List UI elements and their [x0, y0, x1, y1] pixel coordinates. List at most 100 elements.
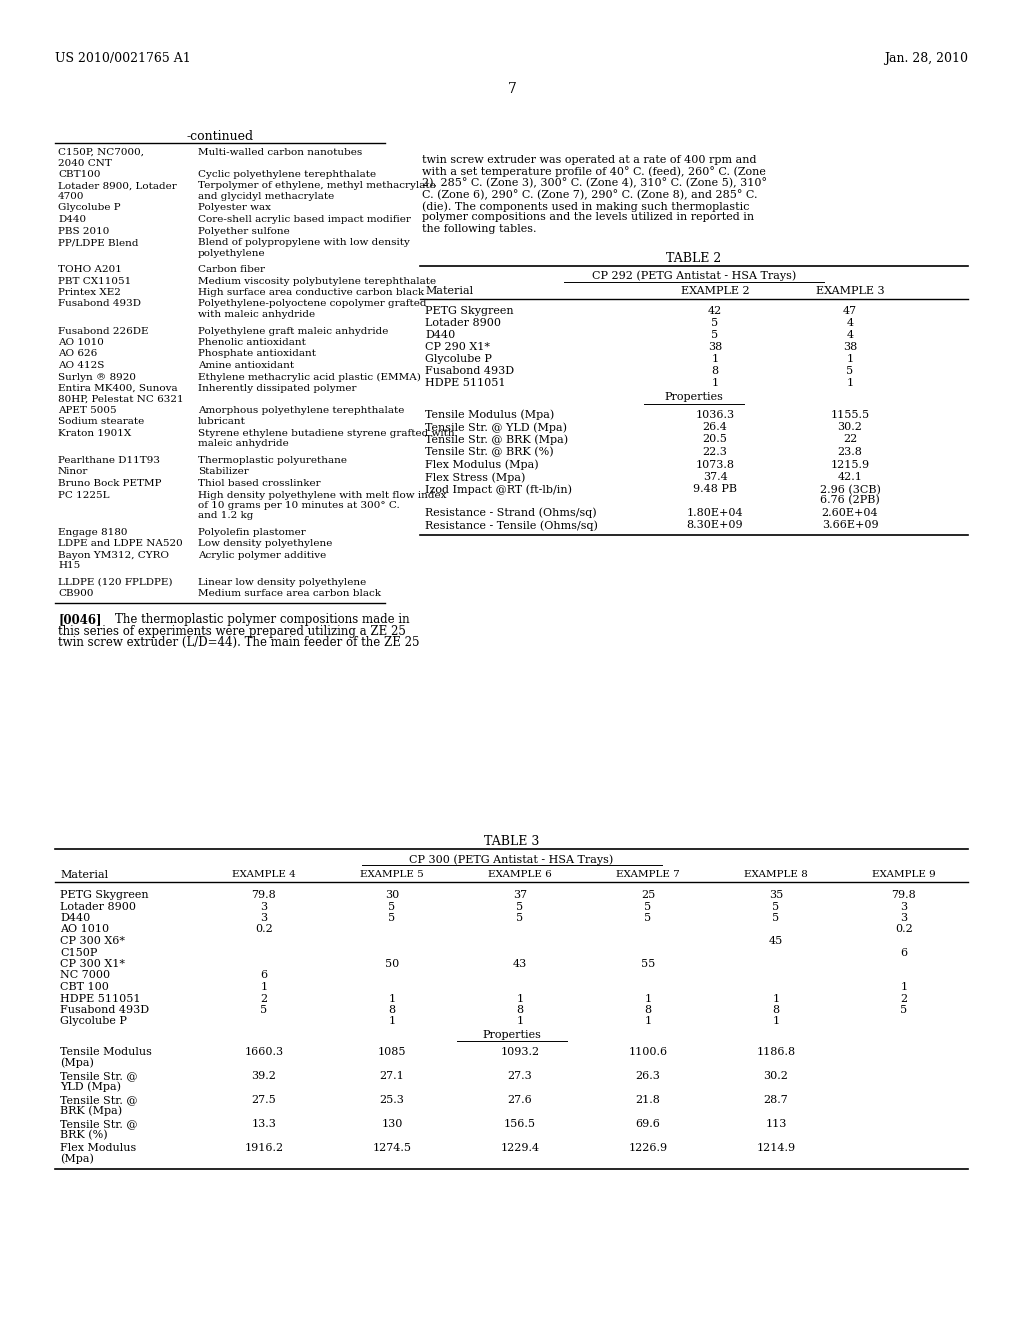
Text: Lotader 8900: Lotader 8900 [60, 902, 136, 912]
Text: 45: 45 [769, 936, 783, 946]
Text: PBS 2010: PBS 2010 [58, 227, 110, 235]
Text: Carbon fiber: Carbon fiber [198, 265, 265, 275]
Text: 1: 1 [712, 355, 719, 364]
Text: Thermoplastic polyurethane: Thermoplastic polyurethane [198, 455, 347, 465]
Text: Medium surface area carbon black: Medium surface area carbon black [198, 590, 381, 598]
Text: Tensile Modulus (Mpa): Tensile Modulus (Mpa) [425, 409, 554, 420]
Text: CP 300 (PETG Antistat - HSA Trays): CP 300 (PETG Antistat - HSA Trays) [410, 854, 613, 865]
Text: EXAMPLE 2: EXAMPLE 2 [681, 286, 750, 297]
Text: PP/LDPE Blend: PP/LDPE Blend [58, 238, 138, 247]
Text: 5: 5 [388, 913, 395, 923]
Text: Lotader 8900, Lotader: Lotader 8900, Lotader [58, 181, 177, 190]
Text: Resistance - Strand (Ohms/sq): Resistance - Strand (Ohms/sq) [425, 507, 597, 517]
Text: Blend of polypropylene with low density: Blend of polypropylene with low density [198, 238, 410, 247]
Text: Linear low density polyethylene: Linear low density polyethylene [198, 578, 367, 587]
Text: D440: D440 [425, 330, 456, 341]
Text: 2), 285° C. (Zone 3), 300° C. (Zone 4), 310° C. (Zone 5), 310°: 2), 285° C. (Zone 3), 300° C. (Zone 4), … [422, 178, 767, 189]
Text: PC 1225L: PC 1225L [58, 491, 110, 499]
Text: Kraton 1901X: Kraton 1901X [58, 429, 131, 438]
Text: this series of experiments were prepared utilizing a ZE 25: this series of experiments were prepared… [58, 624, 406, 638]
Text: Flex Modulus (Mpa): Flex Modulus (Mpa) [425, 459, 539, 470]
Text: D440: D440 [60, 913, 90, 923]
Text: 69.6: 69.6 [636, 1119, 660, 1129]
Text: NC 7000: NC 7000 [60, 970, 111, 981]
Text: 6: 6 [900, 948, 907, 957]
Text: 30: 30 [385, 890, 399, 900]
Text: Thiol based crosslinker: Thiol based crosslinker [198, 479, 321, 488]
Text: 4: 4 [847, 318, 854, 329]
Text: 2: 2 [260, 994, 267, 1003]
Text: 5: 5 [772, 913, 779, 923]
Text: (Mpa): (Mpa) [60, 1057, 94, 1068]
Text: TABLE 3: TABLE 3 [483, 836, 540, 847]
Text: 9.48 PB: 9.48 PB [693, 484, 737, 495]
Text: Pearlthane D11T93: Pearlthane D11T93 [58, 455, 160, 465]
Text: 1: 1 [847, 355, 854, 364]
Text: 8: 8 [772, 1005, 779, 1015]
Text: PBT CX11051: PBT CX11051 [58, 276, 131, 285]
Text: AO 412S: AO 412S [58, 360, 104, 370]
Text: Low density polyethylene: Low density polyethylene [198, 540, 333, 549]
Text: EXAMPLE 4: EXAMPLE 4 [232, 870, 296, 879]
Text: Sodium stearate: Sodium stearate [58, 417, 144, 426]
Text: Ethylene methacrylic acid plastic (EMMA): Ethylene methacrylic acid plastic (EMMA) [198, 372, 421, 381]
Text: 1: 1 [772, 1016, 779, 1027]
Text: APET 5005: APET 5005 [58, 407, 117, 414]
Text: twin screw extruder (L/D=44). The main feeder of the ZE 25: twin screw extruder (L/D=44). The main f… [58, 636, 420, 649]
Text: 130: 130 [381, 1119, 402, 1129]
Text: 1: 1 [772, 994, 779, 1003]
Text: 4700: 4700 [58, 191, 85, 201]
Text: 22: 22 [843, 434, 857, 445]
Text: Tensile Str. @: Tensile Str. @ [60, 1071, 137, 1081]
Text: 38: 38 [843, 342, 857, 352]
Text: Cyclic polyethylene terephthalate: Cyclic polyethylene terephthalate [198, 170, 376, 180]
Text: 37.4: 37.4 [702, 473, 727, 482]
Text: C. (Zone 6), 290° C. (Zone 7), 290° C. (Zone 8), and 285° C.: C. (Zone 6), 290° C. (Zone 7), 290° C. (… [422, 190, 758, 201]
Text: 2040 CNT: 2040 CNT [58, 158, 112, 168]
Text: AO 626: AO 626 [58, 350, 97, 359]
Text: of 10 grams per 10 minutes at 300° C.: of 10 grams per 10 minutes at 300° C. [198, 502, 399, 510]
Text: HDPE 511051: HDPE 511051 [425, 379, 506, 388]
Text: PETG Skygreen: PETG Skygreen [60, 890, 148, 900]
Text: 27.6: 27.6 [508, 1096, 532, 1105]
Text: EXAMPLE 9: EXAMPLE 9 [872, 870, 936, 879]
Text: 21.8: 21.8 [636, 1096, 660, 1105]
Text: Core-shell acrylic based impact modifier: Core-shell acrylic based impact modifier [198, 215, 411, 224]
Text: Phenolic antioxidant: Phenolic antioxidant [198, 338, 306, 347]
Text: -continued: -continued [186, 129, 254, 143]
Text: 37: 37 [513, 890, 527, 900]
Text: Lotader 8900: Lotader 8900 [425, 318, 501, 329]
Text: 39.2: 39.2 [252, 1071, 276, 1081]
Text: Glycolube P: Glycolube P [60, 1016, 127, 1027]
Text: 1: 1 [900, 982, 907, 993]
Text: Fusabond 493D: Fusabond 493D [425, 367, 514, 376]
Text: Acrylic polymer additive: Acrylic polymer additive [198, 550, 327, 560]
Text: 25.3: 25.3 [380, 1096, 404, 1105]
Text: Polyester wax: Polyester wax [198, 203, 271, 213]
Text: 5: 5 [516, 902, 523, 912]
Text: Fusabond 493D: Fusabond 493D [60, 1005, 150, 1015]
Text: Polyethylene-polyoctene copolymer grafted: Polyethylene-polyoctene copolymer grafte… [198, 300, 427, 309]
Text: 25: 25 [641, 890, 655, 900]
Text: Flex Stress (Mpa): Flex Stress (Mpa) [425, 473, 525, 483]
Text: Ninor: Ninor [58, 467, 88, 477]
Text: LDPE and LDPE NA520: LDPE and LDPE NA520 [58, 540, 182, 549]
Text: the following tables.: the following tables. [422, 224, 537, 234]
Text: 1.80E+04: 1.80E+04 [687, 507, 743, 517]
Text: Surlyn ® 8920: Surlyn ® 8920 [58, 372, 136, 381]
Text: 1036.3: 1036.3 [695, 409, 734, 420]
Text: Tensile Modulus: Tensile Modulus [60, 1047, 152, 1057]
Text: 26.4: 26.4 [702, 422, 727, 432]
Text: 1: 1 [712, 379, 719, 388]
Text: C150P: C150P [60, 948, 97, 957]
Text: 5: 5 [712, 318, 719, 329]
Text: with a set temperature profile of 40° C. (feed), 260° C. (Zone: with a set temperature profile of 40° C.… [422, 166, 766, 177]
Text: 5: 5 [712, 330, 719, 341]
Text: Tensile Str. @: Tensile Str. @ [60, 1096, 137, 1105]
Text: TOHO A201: TOHO A201 [58, 265, 122, 275]
Text: Material: Material [425, 286, 473, 297]
Text: 1073.8: 1073.8 [695, 459, 734, 470]
Text: 43: 43 [513, 960, 527, 969]
Text: Entira MK400, Sunova: Entira MK400, Sunova [58, 384, 177, 393]
Text: 80HP, Pelestat NC 6321: 80HP, Pelestat NC 6321 [58, 395, 183, 404]
